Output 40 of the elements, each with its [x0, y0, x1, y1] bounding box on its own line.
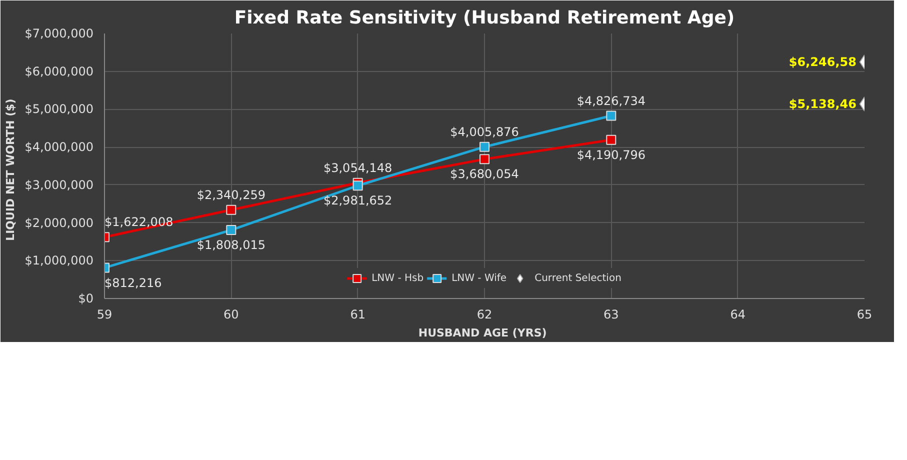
y-axis-title: LIQUID NET WORTH ($)	[4, 98, 17, 241]
legend-label: LNW - Hsb	[372, 272, 424, 284]
x-tick-label: 60	[224, 308, 239, 322]
x-tick-label: 63	[604, 308, 619, 322]
x-tick-label: 61	[350, 308, 366, 322]
point	[606, 134, 616, 145]
chart-title: Fixed Rate Sensitivity (Husband Retirement Age)	[234, 8, 735, 28]
data-label: $2,340,259	[196, 188, 266, 202]
x-tick-label: 59	[96, 308, 112, 322]
data-label: $4,826,734	[576, 94, 646, 108]
y-tick-label: $4,000,000	[24, 140, 94, 154]
data-label: $1,808,015	[196, 238, 266, 252]
point	[480, 154, 490, 164]
y-tick-label: $2,000,000	[24, 216, 94, 230]
x-axis-title: HUSBAND AGE (YRS)	[418, 326, 547, 340]
point	[352, 180, 363, 191]
data-label: $3,054,148	[323, 160, 392, 175]
data-label: $2,981,652	[323, 194, 392, 208]
point	[480, 142, 490, 152]
point	[606, 110, 616, 121]
y-tick-label: $1,000,000	[24, 254, 94, 268]
data-label: $6,246,58	[788, 55, 857, 70]
point	[226, 204, 236, 215]
y-tick-label: $7,000,000	[24, 26, 94, 40]
data-label: $4,190,796	[576, 148, 646, 162]
data-label: $1,622,008	[104, 215, 174, 230]
x-tick-label: 64	[730, 308, 746, 322]
point	[226, 225, 236, 236]
legend-label: Current Selection	[534, 272, 622, 284]
data-label: $4,005,876	[450, 124, 519, 139]
y-tick-label: $3,000,000	[24, 178, 94, 192]
x-tick-label: 62	[476, 308, 492, 322]
legend-label: LNW - Wife	[452, 272, 507, 284]
data-label: $3,680,054	[450, 167, 519, 182]
y-tick-label: $5,000,000	[24, 102, 94, 116]
data-label: $5,138,46	[788, 96, 857, 111]
y-tick-label: $0	[78, 292, 94, 306]
x-tick-label: 65	[856, 308, 872, 322]
data-label: $812,216	[104, 276, 162, 290]
y-tick-label: $6,000,000	[24, 64, 94, 78]
